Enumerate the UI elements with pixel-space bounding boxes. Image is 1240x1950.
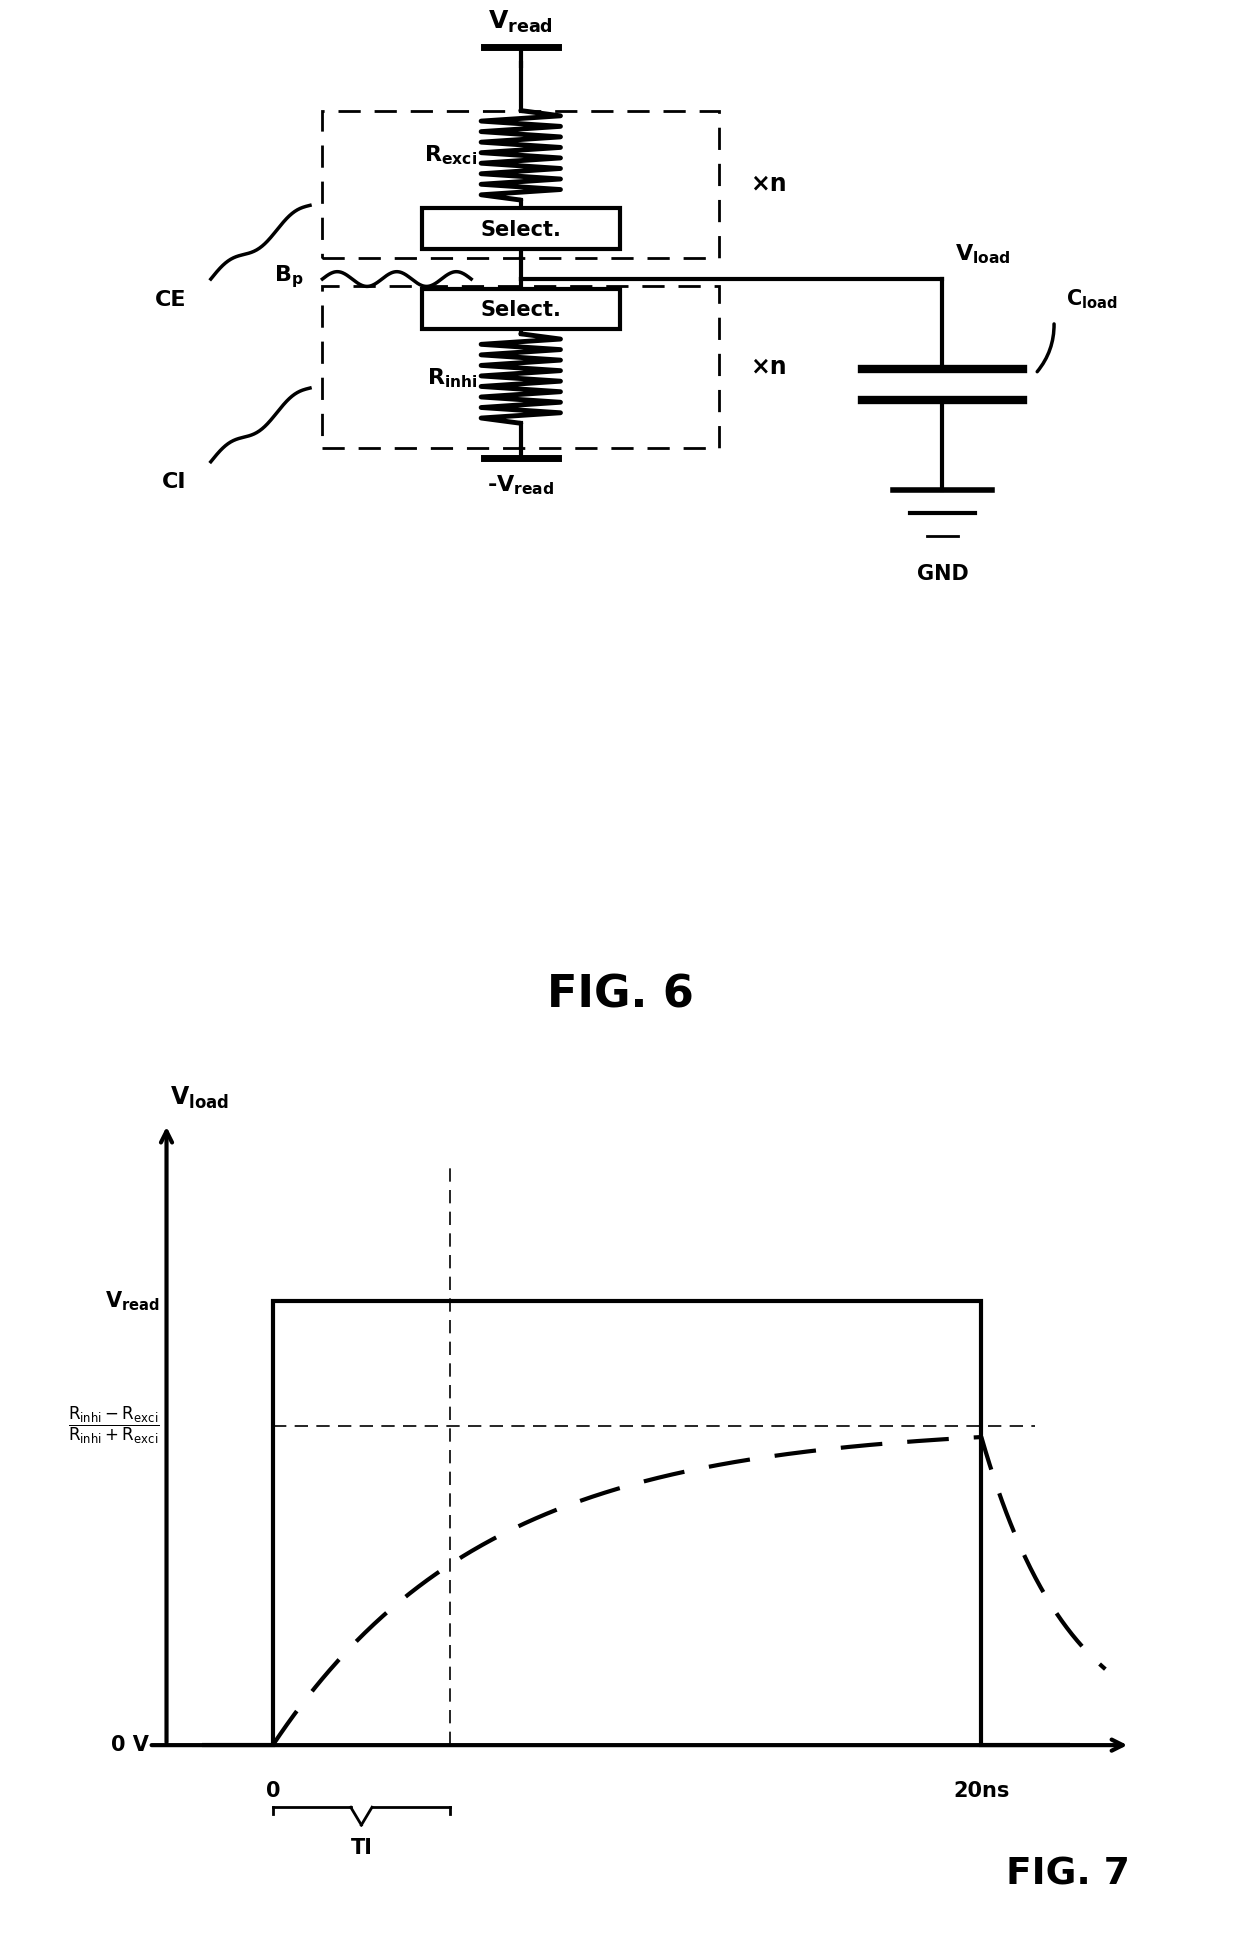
Text: R$_\mathregular{exci}$: R$_\mathregular{exci}$ — [424, 144, 477, 168]
Text: V$_\mathregular{read}$: V$_\mathregular{read}$ — [489, 8, 553, 35]
Text: GND: GND — [916, 564, 968, 585]
Text: C$_\mathregular{load}$: C$_\mathregular{load}$ — [1066, 287, 1118, 310]
Text: ×n: ×n — [750, 172, 787, 197]
Text: V$_\mathregular{load}$: V$_\mathregular{load}$ — [170, 1084, 229, 1111]
Text: CE: CE — [155, 291, 186, 310]
Text: V$_\mathregular{load}$: V$_\mathregular{load}$ — [955, 244, 1011, 267]
Text: 0 V: 0 V — [110, 1736, 149, 1755]
Text: TI: TI — [351, 1839, 372, 1858]
Text: $\dfrac{\mathrm{R}_\mathrm{inhi}-\mathrm{R}_\mathrm{exci}}{\mathrm{R}_\mathrm{in: $\dfrac{\mathrm{R}_\mathrm{inhi}-\mathrm… — [68, 1406, 160, 1447]
Text: 0: 0 — [265, 1780, 280, 1800]
Text: -V$_\mathregular{read}$: -V$_\mathregular{read}$ — [487, 474, 554, 497]
Text: Select.: Select. — [480, 220, 562, 240]
Text: FIG. 7: FIG. 7 — [1007, 1856, 1130, 1892]
Text: 20ns: 20ns — [954, 1780, 1009, 1800]
Text: V$_\mathregular{read}$: V$_\mathregular{read}$ — [105, 1289, 160, 1312]
Bar — [422, 209, 620, 248]
Text: CI: CI — [161, 472, 186, 491]
Text: R$_\mathregular{inhi}$: R$_\mathregular{inhi}$ — [427, 367, 477, 390]
Text: FIG. 6: FIG. 6 — [547, 973, 693, 1016]
Text: ×n: ×n — [750, 355, 787, 378]
Text: Select.: Select. — [480, 300, 562, 320]
Bar — [422, 289, 620, 328]
Text: B$_\mathregular{p}$: B$_\mathregular{p}$ — [274, 263, 304, 291]
